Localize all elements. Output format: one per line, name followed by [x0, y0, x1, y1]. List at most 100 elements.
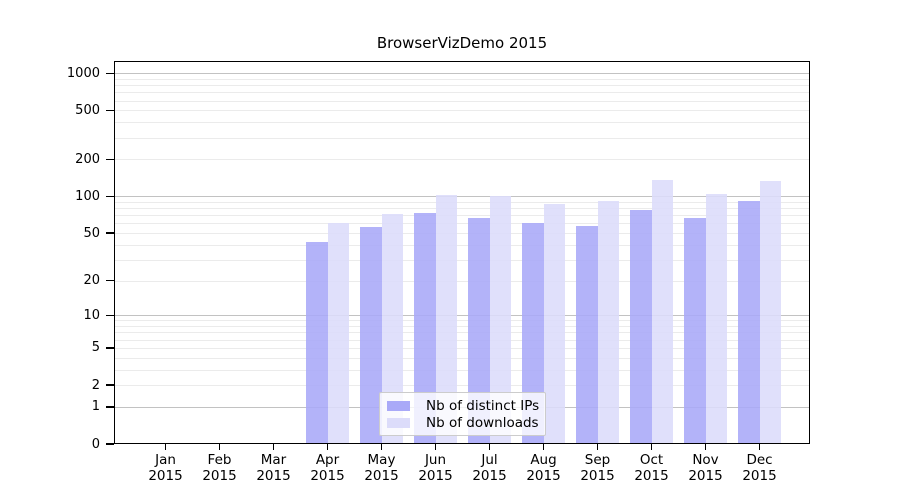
y-tick-mark — [106, 443, 114, 445]
x-tick-mark — [542, 444, 545, 450]
minor-gridline — [114, 208, 810, 210]
minor-gridline — [114, 339, 810, 341]
x-tick-label-year: 2015 — [688, 468, 723, 484]
x-tick-mark — [218, 444, 221, 450]
x-tick-label: Jul 2015 — [458, 452, 522, 484]
x-tick-label-month: Jan — [155, 452, 176, 468]
major-gridline — [114, 315, 810, 317]
y-tick-label: 20 — [83, 273, 100, 289]
x-tick-label-month: Apr — [315, 452, 340, 468]
minor-gridline — [114, 280, 810, 282]
bar-jun-distinct-ips — [414, 213, 436, 444]
minor-gridline — [114, 85, 810, 87]
x-tick-mark — [488, 444, 491, 450]
minor-gridline — [114, 259, 810, 261]
minor-gridline — [114, 332, 810, 334]
legend-item-downloads: Nb of downloads — [380, 414, 545, 431]
x-tick-mark — [326, 444, 329, 450]
minor-gridline — [114, 233, 810, 234]
x-tick-label-year: 2015 — [418, 468, 453, 484]
bar-sep-downloads — [597, 201, 619, 444]
y-tick-label: 100 — [75, 188, 100, 204]
bar-dec-distinct-ips — [738, 200, 760, 444]
legend-swatch-downloads — [387, 417, 410, 428]
minor-gridline — [114, 326, 810, 328]
x-tick-label-year: 2015 — [472, 468, 507, 484]
bar-jun-downloads — [435, 195, 457, 444]
x-tick-label-year: 2015 — [148, 468, 183, 484]
x-tick-label-month: Dec — [746, 452, 773, 468]
x-tick-label: May 2015 — [350, 452, 414, 484]
y-tick-mark — [106, 109, 114, 112]
x-tick-mark — [704, 444, 707, 450]
minor-gridline — [114, 215, 810, 217]
x-tick-mark — [380, 444, 383, 450]
x-tick-label-year: 2015 — [202, 468, 237, 484]
chart-title: BrowserVizDemo 2015 — [376, 34, 548, 52]
x-tick-label: Mar 2015 — [242, 452, 306, 484]
x-tick-label-month: Jun — [424, 452, 447, 468]
y-tick-mark — [106, 279, 114, 282]
bar-jul-distinct-ips — [468, 217, 490, 444]
plot-area: 0 1 2 5 10 20 50 100 200 500 1000 Jan 2015 Feb 2015 Ma… — [67, 61, 810, 484]
x-tick-label-year: 2015 — [742, 468, 777, 484]
bar-jul-downloads — [489, 195, 511, 444]
bar-oct-downloads — [651, 180, 673, 444]
y-tick-mark — [106, 158, 114, 161]
x-tick-mark — [164, 444, 167, 450]
y-tick-mark — [106, 347, 114, 349]
x-tick-label: Feb 2015 — [188, 452, 252, 484]
minor-gridline — [114, 347, 810, 349]
major-gridline — [114, 196, 810, 198]
minor-gridline — [114, 78, 810, 80]
y-tick-label: 500 — [75, 102, 100, 118]
bar-oct-distinct-ips — [630, 209, 652, 444]
x-tick-label-month: Feb — [207, 452, 232, 468]
x-tick-label-year: 2015 — [310, 468, 345, 484]
legend-item-distinct-ips: Nb of distinct IPs — [380, 397, 545, 414]
x-tick-label-year: 2015 — [526, 468, 561, 484]
x-tick-label-month: Mar — [260, 452, 287, 468]
x-tick-label-month: Jul — [481, 452, 498, 468]
y-tick-mark — [106, 195, 114, 198]
minor-gridline — [114, 92, 810, 94]
bar-dec-downloads — [759, 181, 781, 444]
x-tick-label-year: 2015 — [256, 468, 291, 484]
y-tick-label: 5 — [91, 340, 100, 356]
x-tick-label-year: 2015 — [634, 468, 669, 484]
bar-may-downloads — [381, 213, 403, 444]
legend: Nb of distinct IPs Nb of downloads — [379, 392, 546, 436]
bar-nov-distinct-ips — [684, 217, 706, 444]
y-tick-label: 0 — [91, 436, 100, 452]
x-tick-label-month: Nov — [692, 452, 719, 468]
x-tick-label: Jun 2015 — [404, 452, 468, 484]
y-tick-mark — [106, 232, 114, 234]
major-gridline — [114, 73, 810, 75]
x-tick-mark — [758, 444, 761, 450]
x-tick-label-year: 2015 — [364, 468, 399, 484]
y-tick-label: 2 — [91, 377, 100, 393]
x-tick-label-year: 2015 — [580, 468, 615, 484]
bar-apr-distinct-ips — [306, 242, 328, 444]
y-tick-label: 200 — [75, 151, 100, 167]
x-tick-label-month: Aug — [530, 452, 557, 468]
x-tick-label-month: May — [367, 452, 396, 468]
bar-apr-downloads — [327, 223, 349, 444]
x-tick-label-month: Sep — [584, 452, 611, 468]
x-tick-label: Apr 2015 — [296, 452, 360, 484]
y-tick-mark — [106, 406, 114, 408]
y-tick-label: 1000 — [66, 65, 100, 81]
minor-gridline — [114, 100, 810, 102]
x-tick-mark — [434, 444, 437, 450]
y-tick-label: 1 — [91, 399, 100, 415]
x-tick-label-month: Oct — [639, 452, 664, 468]
minor-gridline — [114, 223, 810, 225]
x-tick-label: Oct 2015 — [620, 452, 684, 484]
legend-swatch-distinct-ips — [387, 400, 410, 411]
minor-gridline — [114, 110, 810, 112]
bar-nov-downloads — [705, 194, 727, 444]
legend-label-downloads: Nb of downloads — [426, 414, 539, 431]
minor-gridline — [114, 202, 810, 203]
bar-sep-distinct-ips — [576, 226, 598, 444]
